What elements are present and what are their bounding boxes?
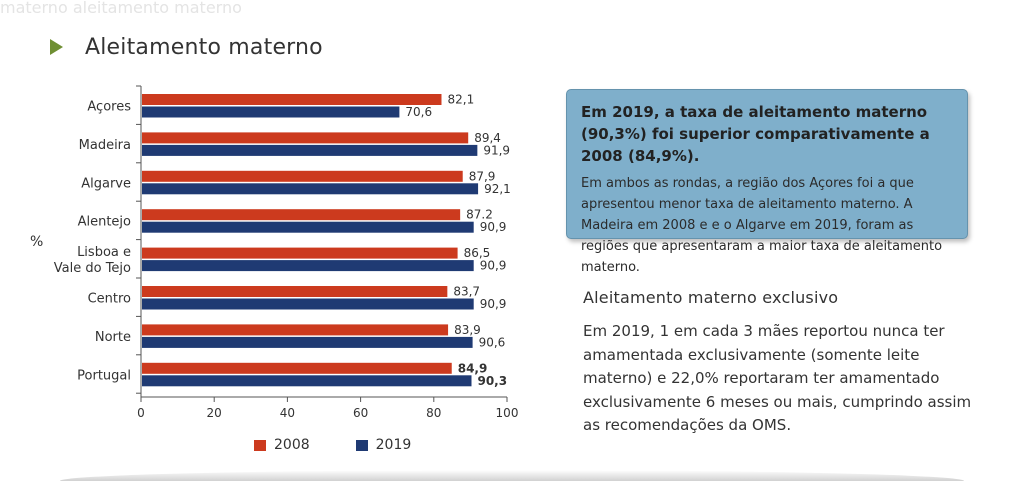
bar-2019-algarve: [142, 183, 479, 195]
x-tick-label-40: 40: [280, 406, 295, 420]
data-label-2019-centro: 90,9: [480, 297, 507, 311]
x-tick-label-60: 60: [353, 406, 368, 420]
data-label-2019-norte: 90,6: [479, 335, 506, 349]
category-label-alentejo: Alentejo: [78, 215, 131, 230]
category-label-algarve: Algarve: [81, 176, 131, 191]
bar-2019-lisboa-e-vale-do-tejo: [142, 260, 474, 272]
x-tick-label-80: 80: [426, 406, 441, 420]
bar-2008-centro: [142, 286, 448, 297]
bar-chart: % 82,1 70,6 Açores 89,491,9 Madeira 87,992,1 Al…: [30, 85, 519, 420]
bar-2008-alentejo: [142, 209, 461, 221]
bar-2019-portugal: [142, 375, 472, 387]
bar-2008-algarve: [142, 170, 463, 182]
data-label-2019-alentejo: 90,9: [480, 220, 507, 234]
bar-2008-lisboa-e-vale-do-tejo: [142, 247, 458, 259]
x-tick-label-100: 100: [496, 406, 519, 420]
bar-2008-madeira: [142, 132, 469, 144]
bar-2008-portugal: [142, 362, 452, 374]
info-box: Em 2019, a taxa de aleitamento materno (…: [566, 89, 968, 275]
data-label-2008-lisboa-e-vale-do-tejo: 86,5: [464, 246, 491, 260]
subheading: Aleitamento materno exclusivo: [583, 288, 839, 307]
x-tick-label-0: 0: [137, 406, 145, 420]
data-label-2008-acores: 82,1: [447, 93, 474, 107]
data-label-2008-algarve: 87,9: [469, 169, 496, 183]
legend-item-2019: 2019: [355, 437, 412, 453]
category-label-lisboa-e-vale-do-tejo-line-1: Lisboa e: [77, 245, 131, 260]
section-heading: Aleitamento materno: [50, 32, 323, 62]
play-triangle-icon: [50, 39, 63, 55]
legend-swatch-2019: [355, 439, 368, 451]
bar-2008-acores: [142, 94, 442, 105]
category-label-norte: Norte: [95, 330, 131, 345]
body-paragraph: Em 2019, 1 em cada 3 mães reportou nunca…: [583, 322, 972, 434]
bar-2019-alentejo: [142, 221, 474, 233]
category-label-centro: Centro: [88, 292, 131, 307]
data-label-2008-madeira: 89,4: [474, 131, 501, 145]
bar-2008-norte: [142, 324, 449, 336]
data-label-2008-portugal: 84,9: [458, 361, 488, 375]
data-label-2019-acores: 70,6: [405, 105, 432, 119]
data-label-2008-norte: 83,9: [454, 323, 481, 337]
legend-label-2019: 2019: [375, 437, 412, 453]
info-box-body: Em ambos as rondas, a região dos Açores …: [581, 176, 943, 275]
category-label-lisboa-e-vale-do-tejo-line-2: Vale do Tejo: [54, 261, 131, 276]
data-label-2008-alentejo: 87.2: [466, 208, 493, 222]
bar-2019-madeira: [142, 144, 478, 156]
bar-2019-acores: [142, 106, 400, 118]
legend-swatch-2008: [254, 439, 266, 451]
legend-item-2008: 2008: [254, 437, 310, 453]
x-tick-label-20: 20: [207, 406, 222, 420]
info-box-title: Em 2019, a taxa de aleitamento materno (…: [581, 103, 930, 165]
data-label-2019-algarve: 92,1: [484, 182, 511, 196]
data-label-2019-madeira: 91,9: [483, 143, 510, 157]
chart-legend: 2008 2019: [254, 437, 457, 453]
data-label-2008-centro: 83,7: [453, 285, 480, 299]
y-axis-label: %: [30, 234, 43, 250]
heading-text: Aleitamento materno: [85, 34, 323, 60]
faded-header-text: materno aleitamento materno: [0, 0, 242, 17]
category-label-portugal: Portugal: [77, 368, 131, 383]
bar-2019-centro: [142, 298, 474, 310]
bar-2019-norte: [142, 336, 473, 348]
category-label-acores: Açores: [87, 100, 131, 115]
data-label-2019-lisboa-e-vale-do-tejo: 90,9: [480, 259, 507, 273]
category-label-madeira: Madeira: [79, 138, 131, 153]
data-label-2019-portugal: 90,3: [477, 374, 507, 388]
bottom-shadow: [60, 470, 964, 481]
legend-label-2008: 2008: [274, 437, 310, 453]
